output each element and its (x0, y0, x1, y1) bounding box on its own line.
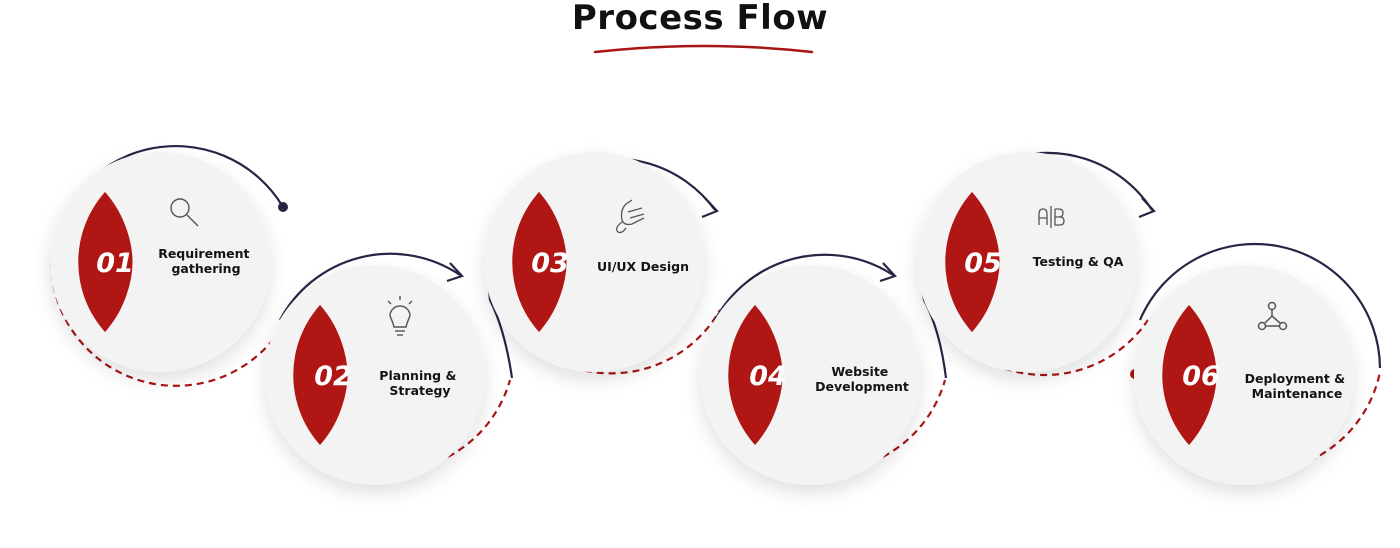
process-step-5: 05 Testing & QA (917, 152, 1149, 377)
step-label-line-2: Development (815, 379, 909, 394)
step-number: 04 (749, 361, 787, 392)
hand-drawing-icon (616, 199, 645, 234)
process-step-6: 06 Deployment & Maintenance (1130, 242, 1382, 485)
step-label-line-1: Requirement (158, 246, 249, 261)
process-step-1: 01 Requirement gathering (49, 144, 288, 387)
step-number: 05 (964, 248, 1002, 279)
connector-arc (1138, 242, 1382, 369)
arrowhead (1138, 197, 1156, 219)
arrowhead (701, 197, 719, 219)
process-step-3: 03 UI/UX Design (484, 152, 721, 375)
page-title: Process Flow (571, 0, 829, 38)
connector-arc (279, 252, 461, 321)
svg-text:Planning & Strategy: Planning & Strategy (379, 368, 460, 398)
step-number: 03 (531, 248, 569, 279)
step-label-line-1: Website (831, 364, 888, 379)
process-step-2: 02 Planning & Strategy (265, 252, 512, 485)
svg-text:Website Development: Website Development (815, 364, 909, 394)
lightbulb-icon (387, 296, 413, 336)
step-label-line-2: gathering (171, 261, 240, 276)
step-label-line-2: Strategy (389, 383, 450, 398)
step-number: 02 (314, 361, 352, 392)
svg-text:Deployment & Maintenance: Deployment & Maintenance (1245, 371, 1350, 401)
step-label-line-1: Deployment & (1245, 371, 1346, 386)
svg-text:Requirement gathering: Requirement gathering (158, 246, 254, 276)
arrowhead (446, 262, 464, 283)
step-label-line-1: UI/UX Design (597, 259, 689, 274)
connector-end-dot (278, 202, 288, 212)
step-number: 01 (96, 248, 134, 279)
process-step-4: 04 Website Development (700, 253, 947, 485)
svg-text:Testing & QA: Testing & QA (1033, 254, 1124, 269)
step-label-line-1: Planning & (379, 368, 456, 383)
step-label-line-2: Maintenance (1252, 386, 1343, 401)
connector-arc (714, 253, 894, 321)
svg-text:UI/UX Design: UI/UX Design (597, 259, 689, 274)
network-nodes-icon (1257, 301, 1288, 331)
title-underline (593, 44, 814, 54)
step-number: 06 (1182, 361, 1220, 392)
search-icon (170, 198, 199, 227)
arrowhead (879, 262, 897, 283)
ab-test-icon (1038, 206, 1065, 228)
step-label-line-1: Testing & QA (1033, 254, 1124, 269)
